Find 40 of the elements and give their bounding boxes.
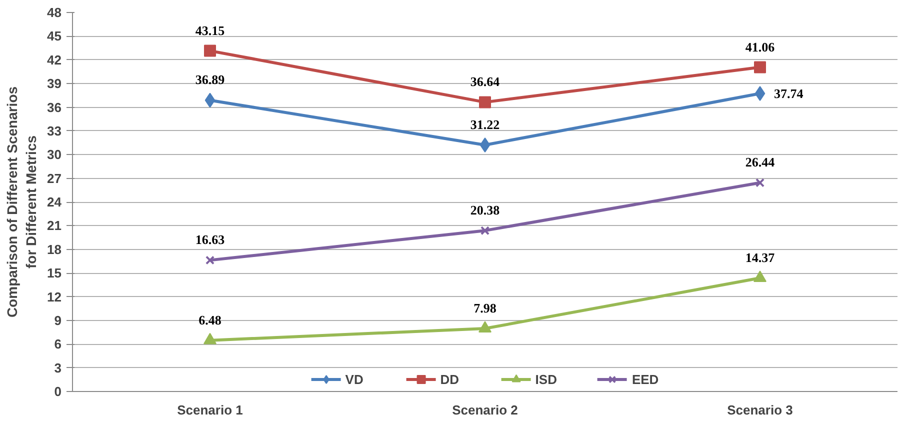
point — [205, 256, 215, 265]
data-label: 26.44 — [745, 154, 776, 170]
data-label: 16.63 — [195, 232, 226, 248]
x-tick-label: Scenario 2 — [452, 402, 518, 418]
legend-label: EED — [632, 372, 659, 386]
y-tick-label: 0 — [54, 384, 62, 399]
y-tick-label: 36 — [47, 100, 62, 115]
legend-label: ISD — [535, 372, 557, 386]
data-label: 31.22 — [470, 116, 500, 132]
y-tick-label: 39 — [47, 76, 62, 92]
legend-label: VD — [345, 372, 364, 386]
x-tick-label: Scenario 1 — [177, 402, 243, 418]
y-tick-label: 15 — [47, 266, 62, 281]
y-tick-label: 45 — [47, 28, 62, 44]
y-tick-label: 30 — [47, 147, 62, 162]
point — [755, 178, 765, 188]
y-axis-title: Comparison of Different Scenarios for Different Metrics — [4, 86, 40, 318]
y-tick-label: 18 — [47, 242, 62, 257]
data-label: 36.64 — [470, 74, 500, 90]
data-label: 7.98 — [474, 300, 497, 316]
point — [480, 226, 490, 236]
y-tick-label: 9 — [54, 312, 62, 328]
y-tick-label: 33 — [47, 123, 62, 138]
y-tick-label: 48 — [47, 5, 62, 20]
y-tick-label: 3 — [54, 360, 62, 376]
data-label: 41.06 — [745, 39, 776, 54]
y-tick-label: 6 — [54, 336, 62, 352]
y-tick-label: 24 — [47, 194, 62, 210]
y-tick-label: 21 — [47, 218, 62, 234]
data-label: 43.15 — [195, 22, 226, 38]
data-label: 37.74 — [774, 86, 804, 102]
y-tick-label: 42 — [47, 52, 62, 68]
x-tick-label: Scenario 3 — [727, 402, 793, 418]
y-tick-label: 27 — [47, 170, 62, 186]
data-label: 6.48 — [198, 312, 222, 328]
y-tick-label: 12 — [47, 289, 62, 304]
legend-label: DD — [440, 372, 460, 386]
data-label: 20.38 — [470, 202, 500, 218]
data-label: 14.37 — [745, 250, 776, 266]
data-label: 36.89 — [195, 72, 226, 88]
